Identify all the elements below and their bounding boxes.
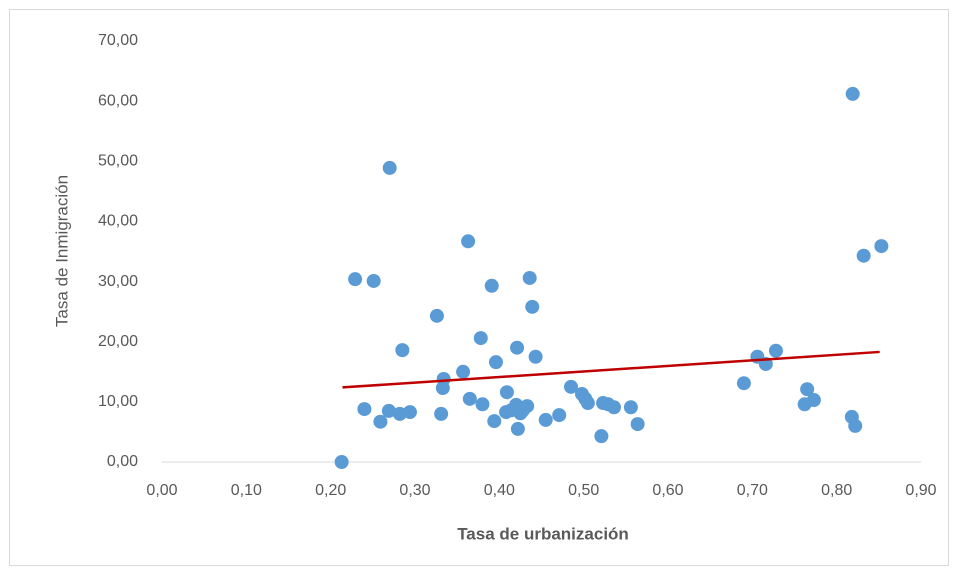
x-tick-label: 0,20: [315, 482, 346, 499]
data-point: [373, 414, 388, 429]
data-point: [357, 402, 372, 417]
data-point: [334, 455, 349, 469]
data-point: [395, 343, 410, 358]
data-point: [499, 385, 514, 400]
y-tick-label: 70,00: [98, 32, 138, 49]
data-point: [538, 412, 553, 427]
x-tick-label: 0,90: [905, 482, 936, 499]
y-tick-label: 20,00: [98, 333, 138, 350]
data-point: [845, 86, 860, 101]
y-tick-label: 60,00: [98, 92, 138, 109]
data-point: [488, 355, 503, 370]
chart-border: [9, 9, 949, 566]
y-tick-label: 10,00: [98, 393, 138, 410]
data-point: [348, 272, 363, 287]
data-point: [630, 417, 645, 432]
x-tick-label: 0,80: [821, 482, 852, 499]
data-point: [429, 308, 444, 323]
x-tick-label: 0,60: [652, 482, 683, 499]
data-point: [366, 273, 381, 288]
data-point: [522, 270, 537, 285]
data-point: [475, 397, 490, 412]
trendline: [342, 350, 880, 389]
data-point: [434, 406, 449, 421]
data-point: [473, 331, 488, 346]
data-point: [874, 239, 889, 254]
data-point: [484, 278, 499, 293]
x-tick-label: 0,10: [231, 482, 262, 499]
data-point: [462, 391, 477, 406]
data-point: [623, 400, 638, 415]
data-point: [736, 376, 751, 391]
data-point: [806, 393, 821, 408]
x-tick-label: 0,50: [568, 482, 599, 499]
y-tick-label: 50,00: [98, 153, 138, 170]
x-tick-label: 0,30: [399, 482, 430, 499]
data-point: [848, 418, 863, 433]
data-point: [436, 372, 451, 387]
x-tick-label: 0,00: [146, 482, 177, 499]
data-point: [381, 403, 396, 418]
data-point: [768, 343, 783, 358]
data-point: [580, 396, 595, 411]
y-tick-label: 30,00: [98, 273, 138, 290]
data-point: [487, 414, 502, 429]
data-point: [800, 382, 815, 397]
y-axis-title: Tasa de Inmigración: [52, 175, 71, 327]
x-tick-label: 0,70: [737, 482, 768, 499]
data-point: [510, 421, 525, 436]
data-point: [461, 234, 476, 249]
data-point: [607, 400, 622, 415]
x-tick-label: 0,40: [484, 482, 515, 499]
data-point: [856, 248, 871, 263]
data-point: [382, 160, 397, 175]
data-point: [510, 340, 525, 355]
data-point: [564, 379, 579, 394]
data-point: [552, 408, 567, 423]
data-point: [525, 299, 540, 314]
data-point: [528, 349, 543, 364]
data-point: [456, 364, 471, 379]
data-point: [594, 429, 609, 444]
y-tick-label: 0,00: [107, 453, 138, 470]
data-point: [520, 399, 535, 414]
data-point: [402, 405, 417, 420]
x-axis-title: Tasa de urbanización: [457, 524, 629, 543]
y-tick-label: 40,00: [98, 213, 138, 230]
